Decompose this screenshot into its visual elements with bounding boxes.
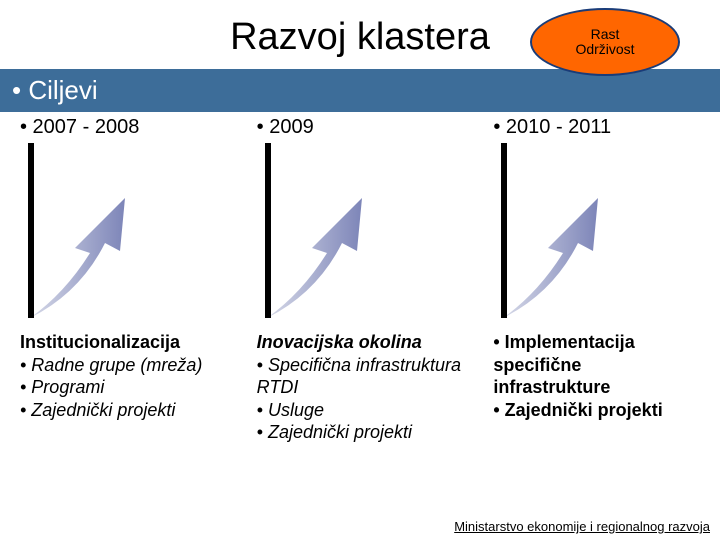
footer-credit: Ministarstvo ekonomije i regionalnog raz… — [454, 519, 710, 534]
phases-row: • 2007 - 2008 Institucionalizacija• Radn… — [0, 112, 720, 444]
phase-arrow — [493, 143, 633, 323]
phase-bullet: • Specifična infrastruktura RTDI — [257, 354, 464, 399]
phase-year: • 2009 — [257, 116, 464, 139]
phase-bullet: • Implementacija specifične infrastruktu… — [493, 331, 700, 399]
phase-year: • 2007 - 2008 — [20, 116, 227, 139]
phase-bullet: • Zajednički projekti — [493, 399, 700, 422]
ellipse-line2: Održivost — [575, 41, 634, 57]
phase-column-0: • 2007 - 2008 Institucionalizacija• Radn… — [20, 116, 227, 444]
phase-bullet: • Zajednički projekti — [257, 421, 464, 444]
phase-bullet: • Radne grupe (mreža) — [20, 354, 227, 377]
phase-column-2: • 2010 - 2011 • Implementacija specifičn… — [493, 116, 700, 444]
phase-bullet: • Usluge — [257, 399, 464, 422]
growth-sustainability-ellipse: Rast Održivost — [530, 8, 680, 76]
ellipse-line1: Rast — [591, 26, 620, 42]
phase-heading: Institucionalizacija — [20, 331, 227, 354]
phase-column-1: • 2009 Inovacijska okolina• Specifična i… — [257, 116, 464, 444]
phase-arrow — [20, 143, 160, 323]
phase-body: Inovacijska okolina• Specifična infrastr… — [257, 331, 464, 444]
phase-arrow — [257, 143, 397, 323]
phase-body: • Implementacija specifične infrastruktu… — [493, 331, 700, 421]
phase-year: • 2010 - 2011 — [493, 116, 700, 139]
phase-bullet: • Programi — [20, 376, 227, 399]
phase-body: Institucionalizacija• Radne grupe (mreža… — [20, 331, 227, 421]
phase-bullet: • Zajednički projekti — [20, 399, 227, 422]
phase-heading: Inovacijska okolina — [257, 331, 464, 354]
